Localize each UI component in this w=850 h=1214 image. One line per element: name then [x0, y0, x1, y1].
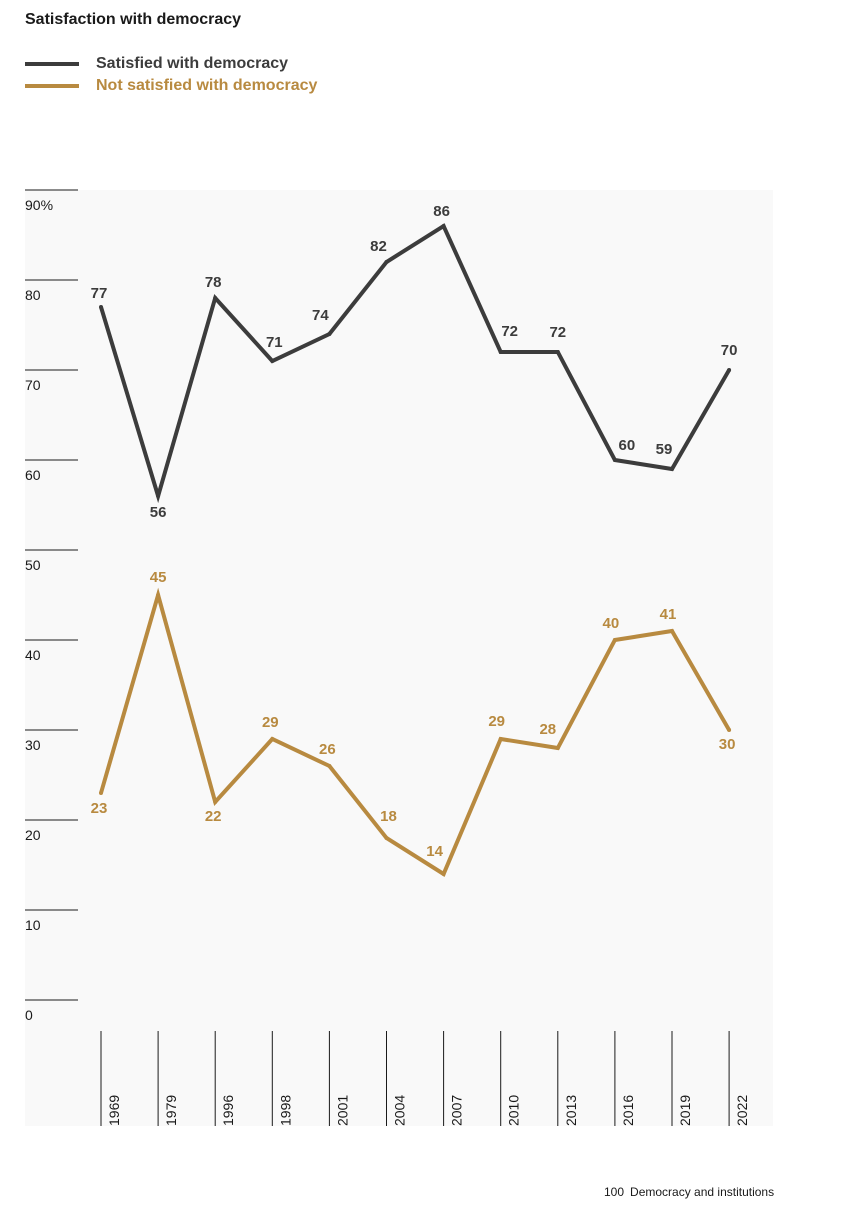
- page-number: 100: [604, 1185, 625, 1199]
- data-point: [270, 737, 275, 741]
- data-point: [384, 260, 389, 264]
- data-label: 22: [205, 808, 222, 825]
- section-name: Democracy and institutions: [630, 1185, 775, 1199]
- data-label: 40: [603, 615, 620, 632]
- data-point: [441, 872, 446, 876]
- series-line: [99, 587, 731, 877]
- data-point: [327, 764, 332, 768]
- data-label: 59: [656, 441, 673, 458]
- x-tick-label: 2001: [334, 1095, 350, 1126]
- x-tick-label: 2010: [506, 1095, 522, 1126]
- data-point: [99, 791, 103, 795]
- data-label: 14: [426, 843, 443, 860]
- y-tick-label: 40: [25, 647, 41, 663]
- x-tick-label: 1996: [220, 1095, 236, 1126]
- y-tick-label: 50: [25, 557, 41, 573]
- data-label: 70: [721, 342, 738, 359]
- data-point: [498, 350, 503, 354]
- legend-label-not-satisfied: Not satisfied with democracy: [96, 77, 318, 94]
- x-tick-label: 1979: [163, 1095, 179, 1126]
- x-tick-label: 2007: [449, 1095, 465, 1126]
- data-point: [670, 629, 674, 633]
- y-tick-label: 80: [25, 287, 41, 303]
- data-point: [498, 737, 503, 741]
- data-label: 29: [488, 713, 505, 730]
- data-label: 74: [312, 307, 329, 324]
- x-tick-label: 1998: [277, 1095, 293, 1126]
- legend-item-not-satisfied: Not satisfied with democracy: [25, 76, 317, 96]
- data-label: 28: [539, 721, 556, 738]
- y-tick-label: 0: [25, 1007, 33, 1023]
- data-point: [156, 593, 161, 597]
- data-point: [555, 350, 560, 354]
- data-label: 41: [660, 606, 677, 623]
- data-label: 78: [205, 274, 222, 291]
- y-tick-label: 20: [25, 827, 41, 843]
- y-tick-label: 10: [25, 917, 41, 933]
- data-point: [612, 458, 617, 462]
- x-tick-label: 1969: [106, 1095, 122, 1126]
- data-label: 29: [262, 714, 279, 731]
- chart-title: Satisfaction with democracy: [25, 11, 242, 28]
- x-tick-label: 2016: [620, 1095, 636, 1126]
- legend-swatch-satisfied: [25, 62, 79, 66]
- data-point: [213, 800, 218, 804]
- y-tick-label: 60: [25, 467, 41, 483]
- data-label: 45: [150, 569, 167, 586]
- data-label: 56: [150, 504, 167, 521]
- data-point: [441, 224, 446, 228]
- data-point: [670, 467, 674, 471]
- x-tick-label: 2013: [563, 1095, 579, 1126]
- x-tick-label: 2004: [392, 1095, 408, 1126]
- x-tick-label: 2022: [734, 1095, 750, 1126]
- data-label: 71: [266, 334, 283, 351]
- data-label: 18: [380, 808, 397, 825]
- data-label: 60: [619, 437, 636, 454]
- data-label: 86: [433, 203, 450, 220]
- series-line: [99, 223, 731, 504]
- y-tick-label: 70: [25, 377, 41, 393]
- data-point: [384, 836, 389, 840]
- data-point: [727, 368, 732, 372]
- data-point: [727, 728, 732, 732]
- data-label: 82: [370, 238, 387, 255]
- page-footer: 100 Democracy and institutions: [604, 1185, 774, 1199]
- legend-label-satisfied: Satisfied with democracy: [96, 55, 289, 72]
- data-point: [612, 638, 617, 642]
- plot-background: [25, 190, 773, 1126]
- data-label: 23: [91, 800, 108, 817]
- x-tick-label: 2019: [677, 1095, 693, 1126]
- data-point: [156, 494, 161, 498]
- data-label: 72: [501, 323, 518, 340]
- data-label: 77: [91, 285, 108, 302]
- data-point: [213, 296, 218, 300]
- y-tick-label: 90%: [25, 197, 53, 213]
- data-label: 72: [549, 324, 566, 341]
- legend-swatch-not-satisfied: [25, 84, 79, 88]
- legend-item-satisfied: Satisfied with democracy: [25, 54, 288, 74]
- data-point: [270, 359, 275, 363]
- data-label: 26: [319, 741, 336, 758]
- data-point: [555, 746, 560, 750]
- y-tick-label: 30: [25, 737, 41, 753]
- data-label: 30: [719, 736, 736, 753]
- data-point: [327, 332, 332, 336]
- data-point: [99, 305, 103, 309]
